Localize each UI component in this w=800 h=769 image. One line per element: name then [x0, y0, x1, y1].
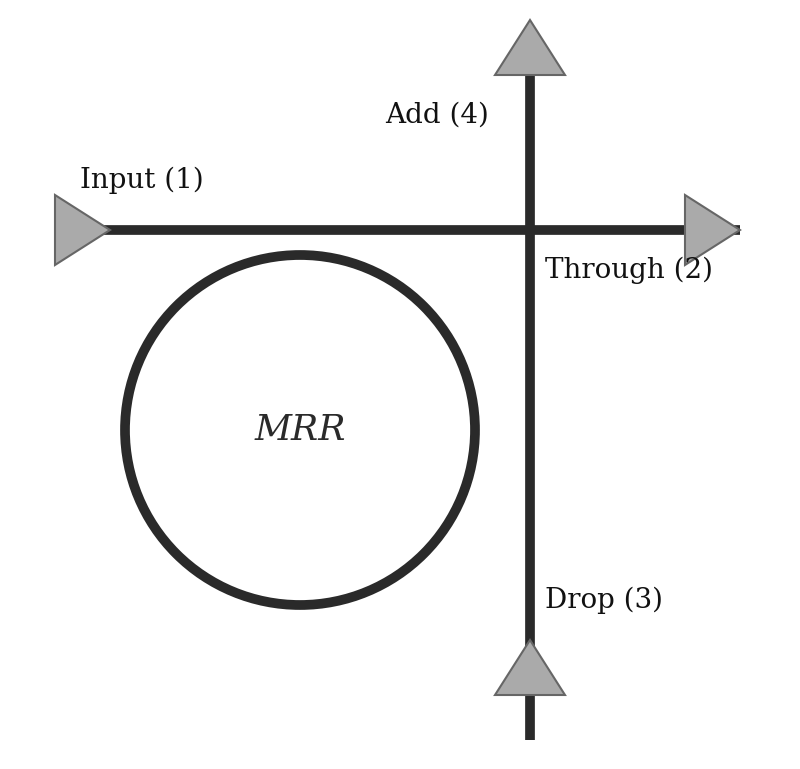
Text: Add (4): Add (4) — [385, 102, 489, 128]
FancyArrow shape — [55, 195, 110, 265]
Text: Through (2): Through (2) — [545, 256, 713, 284]
Text: Drop (3): Drop (3) — [545, 586, 663, 614]
Text: Input (1): Input (1) — [80, 166, 204, 194]
Text: MRR: MRR — [254, 413, 346, 447]
FancyArrow shape — [495, 20, 565, 75]
FancyArrow shape — [495, 640, 565, 695]
FancyArrow shape — [685, 195, 740, 265]
